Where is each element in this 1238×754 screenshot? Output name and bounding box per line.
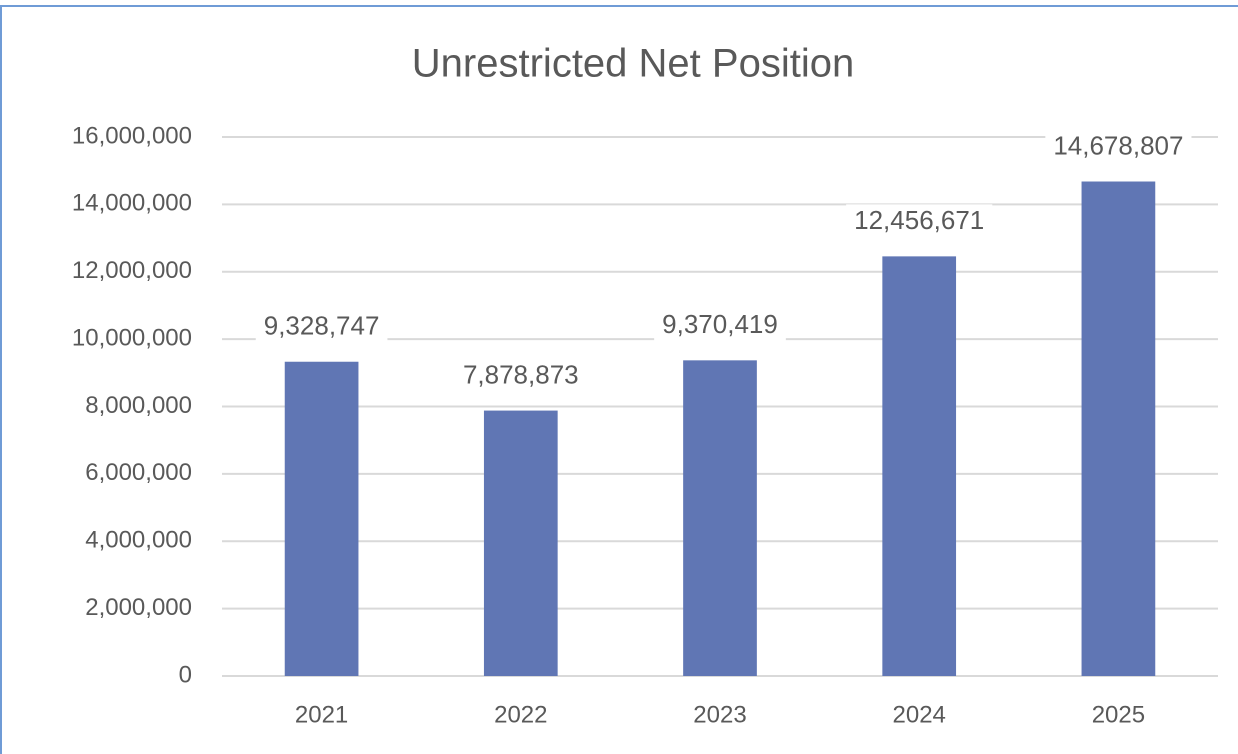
x-tick-label: 2025 xyxy=(1092,701,1145,728)
y-tick-label: 4,000,000 xyxy=(85,527,192,554)
bar xyxy=(483,410,558,676)
x-tick-label: 2023 xyxy=(693,701,746,728)
data-label: 7,878,873 xyxy=(463,359,579,389)
y-tick-label: 14,000,000 xyxy=(72,190,192,217)
y-tick-label: 16,000,000 xyxy=(72,122,192,149)
bar xyxy=(284,361,359,676)
data-label-bg xyxy=(255,309,388,346)
y-tick-label: 8,000,000 xyxy=(85,392,192,419)
y-tick-label: 2,000,000 xyxy=(85,594,192,621)
data-label: 9,370,419 xyxy=(662,309,778,339)
bar xyxy=(1081,181,1156,676)
data-label-bg xyxy=(654,308,786,345)
data-label: 9,328,747 xyxy=(264,311,380,341)
y-tick-label: 0 xyxy=(179,661,192,688)
data-label: 12,456,671 xyxy=(854,205,984,235)
y-tick-label: 12,000,000 xyxy=(72,257,192,284)
y-tick-label: 10,000,000 xyxy=(72,324,192,351)
x-tick-label: 2022 xyxy=(494,701,547,728)
data-label-bg xyxy=(454,358,587,395)
x-tick-label: 2024 xyxy=(893,701,946,728)
chart-frame xyxy=(0,5,1238,754)
data-label: 14,678,807 xyxy=(1053,130,1183,160)
y-tick-label: 6,000,000 xyxy=(85,459,192,486)
bar xyxy=(882,256,957,676)
data-label-bg xyxy=(846,204,993,241)
x-tick-label: 2021 xyxy=(295,701,348,728)
bar xyxy=(683,360,757,676)
data-label-bg xyxy=(1045,129,1192,166)
chart-title: Unrestricted Net Position xyxy=(412,42,854,86)
